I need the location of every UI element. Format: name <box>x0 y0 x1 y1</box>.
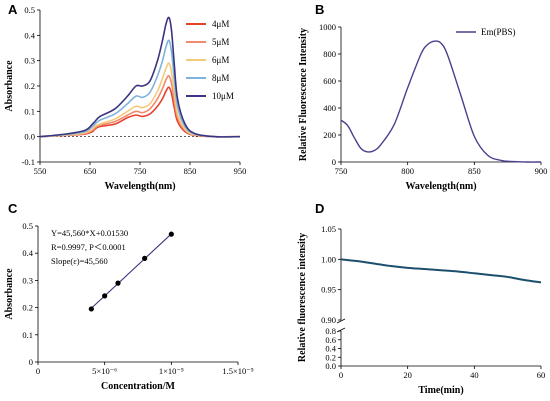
y-tick-label: 0.4 <box>22 248 33 258</box>
x-tick-label: 850 <box>468 166 481 176</box>
data-point <box>115 280 121 286</box>
axis-break-mark <box>336 318 346 324</box>
x-tick-label: 800 <box>401 166 414 176</box>
data-point <box>168 231 174 237</box>
panel-letter-b: B <box>315 2 324 17</box>
x-tick-label: 850 <box>184 166 197 176</box>
y-tick-label: 400 <box>323 103 336 113</box>
legend-label: Em(PBS) <box>481 27 516 37</box>
data-point <box>102 293 108 299</box>
panel-d-chart: 0 20 40 60 0.90 0.95 1.00 1.05 0.00.20.40.60.8 Ti… <box>297 224 545 396</box>
x-tick-label: 1×10⁻⁵ <box>159 366 184 376</box>
y-axis-title: Relative fluorescence intensity <box>297 233 308 362</box>
series-line-5 <box>39 16 241 138</box>
data-point <box>142 255 148 261</box>
annotation-text: Slope(ε)=45,560 <box>51 256 108 266</box>
panel-letter-d: D <box>315 201 324 216</box>
y-tick-label: 0 <box>332 157 336 167</box>
x-tick-label: 5×10⁻⁶ <box>92 366 117 376</box>
x-tick-label: 0 <box>339 370 343 380</box>
y-tick-label: 0.90 <box>321 315 336 325</box>
x-tick-label: 40 <box>470 370 479 380</box>
y-tick-label: 0.1 <box>24 106 35 116</box>
series-line-1 <box>340 40 542 163</box>
x-axis-title: Time(min) <box>418 385 463 396</box>
y-tick-label: 1.00 <box>321 254 336 264</box>
y-tick-label: 600 <box>323 76 336 86</box>
data-point <box>88 306 94 312</box>
legend-label: 6μM <box>212 55 229 65</box>
y-tick-label: 0.3 <box>24 56 35 66</box>
y-tick-label: 0.3 <box>22 275 33 285</box>
y-tick-label: 0.6 <box>325 335 336 345</box>
x-axis-title: Wavelength(nm) <box>405 181 476 192</box>
legend-label: 5μM <box>212 37 229 47</box>
y-axis-title: Absorbance <box>4 268 15 320</box>
y-tick-label: -0.1 <box>22 157 35 167</box>
y-tick-label: 0.2 <box>24 81 35 91</box>
y-tick-label: 1.05 <box>321 224 336 234</box>
legend-label: 4μM <box>212 19 229 29</box>
panel-c-chart: 0 5×10⁻⁶ 1×10⁻⁵ 1.5×10⁻⁵ 0 0.1 0.2 0.3 0.4 0.5 Con… <box>4 221 254 392</box>
y-tick-label: 0.4 <box>24 30 35 40</box>
y-tick-label: 0 <box>29 357 33 367</box>
annotation-text: R=0.9997, P＜0.0001 <box>51 242 126 252</box>
y-tick-label: 0.8 <box>325 326 336 336</box>
x-axis-title: Concentration/M <box>101 381 175 392</box>
x-tick-label: 0 <box>36 366 40 376</box>
y-axis-title: Absorbance <box>4 60 15 112</box>
y-tick-label: 0.1 <box>22 330 33 340</box>
x-tick-label: 60 <box>537 370 546 380</box>
x-axis-title: Wavelength(nm) <box>104 181 175 192</box>
panel-letter-a: A <box>8 2 18 17</box>
series-line-3 <box>39 62 241 138</box>
y-tick-label: 0.2 <box>325 352 336 362</box>
x-tick-label: 900 <box>535 166 548 176</box>
series-line-4 <box>39 39 241 138</box>
x-tick-label: 750 <box>134 166 147 176</box>
y-tick-label: 200 <box>323 130 336 140</box>
panel-b-chart: 750 800 850 900 0 200 400 600 800 1000 Wavelength(… <box>298 22 547 192</box>
y-tick-label: 0.5 <box>22 221 33 231</box>
y-tick-label: 0.0 <box>24 132 35 142</box>
y-axis-title: Relative Fluorescence Intensity <box>298 28 309 161</box>
x-tick-label: 1.5×10⁻⁵ <box>222 366 253 376</box>
y-tick-label: 0.0 <box>325 361 336 371</box>
legend-label: 8μM <box>212 73 229 83</box>
annotation-text: Y=45,560*X+0.01530 <box>51 228 128 238</box>
x-tick-label: 950 <box>234 166 247 176</box>
panel-letter-c: C <box>8 201 18 216</box>
series-line-1 <box>39 86 241 138</box>
x-tick-label: 20 <box>403 370 412 380</box>
legend-label: 10μM <box>212 91 234 101</box>
y-tick-label: 800 <box>323 49 336 59</box>
panel-a-chart: 550 650 750 850 950 -0.1 0.0 0.1 0.2 0.3 0.4 0.5 Wav… <box>4 5 246 192</box>
y-tick-label: 0.4 <box>325 344 336 354</box>
x-tick-label: 550 <box>34 166 47 176</box>
y-tick-label: 0.2 <box>22 303 33 313</box>
y-tick-label: 0.95 <box>321 285 336 295</box>
y-tick-label: 0.5 <box>24 5 35 15</box>
x-tick-label: 750 <box>335 166 348 176</box>
x-tick-label: 650 <box>84 166 97 176</box>
series-line-1 <box>340 258 542 284</box>
y-tick-label: 1000 <box>319 22 336 32</box>
series-line-2 <box>39 74 241 138</box>
